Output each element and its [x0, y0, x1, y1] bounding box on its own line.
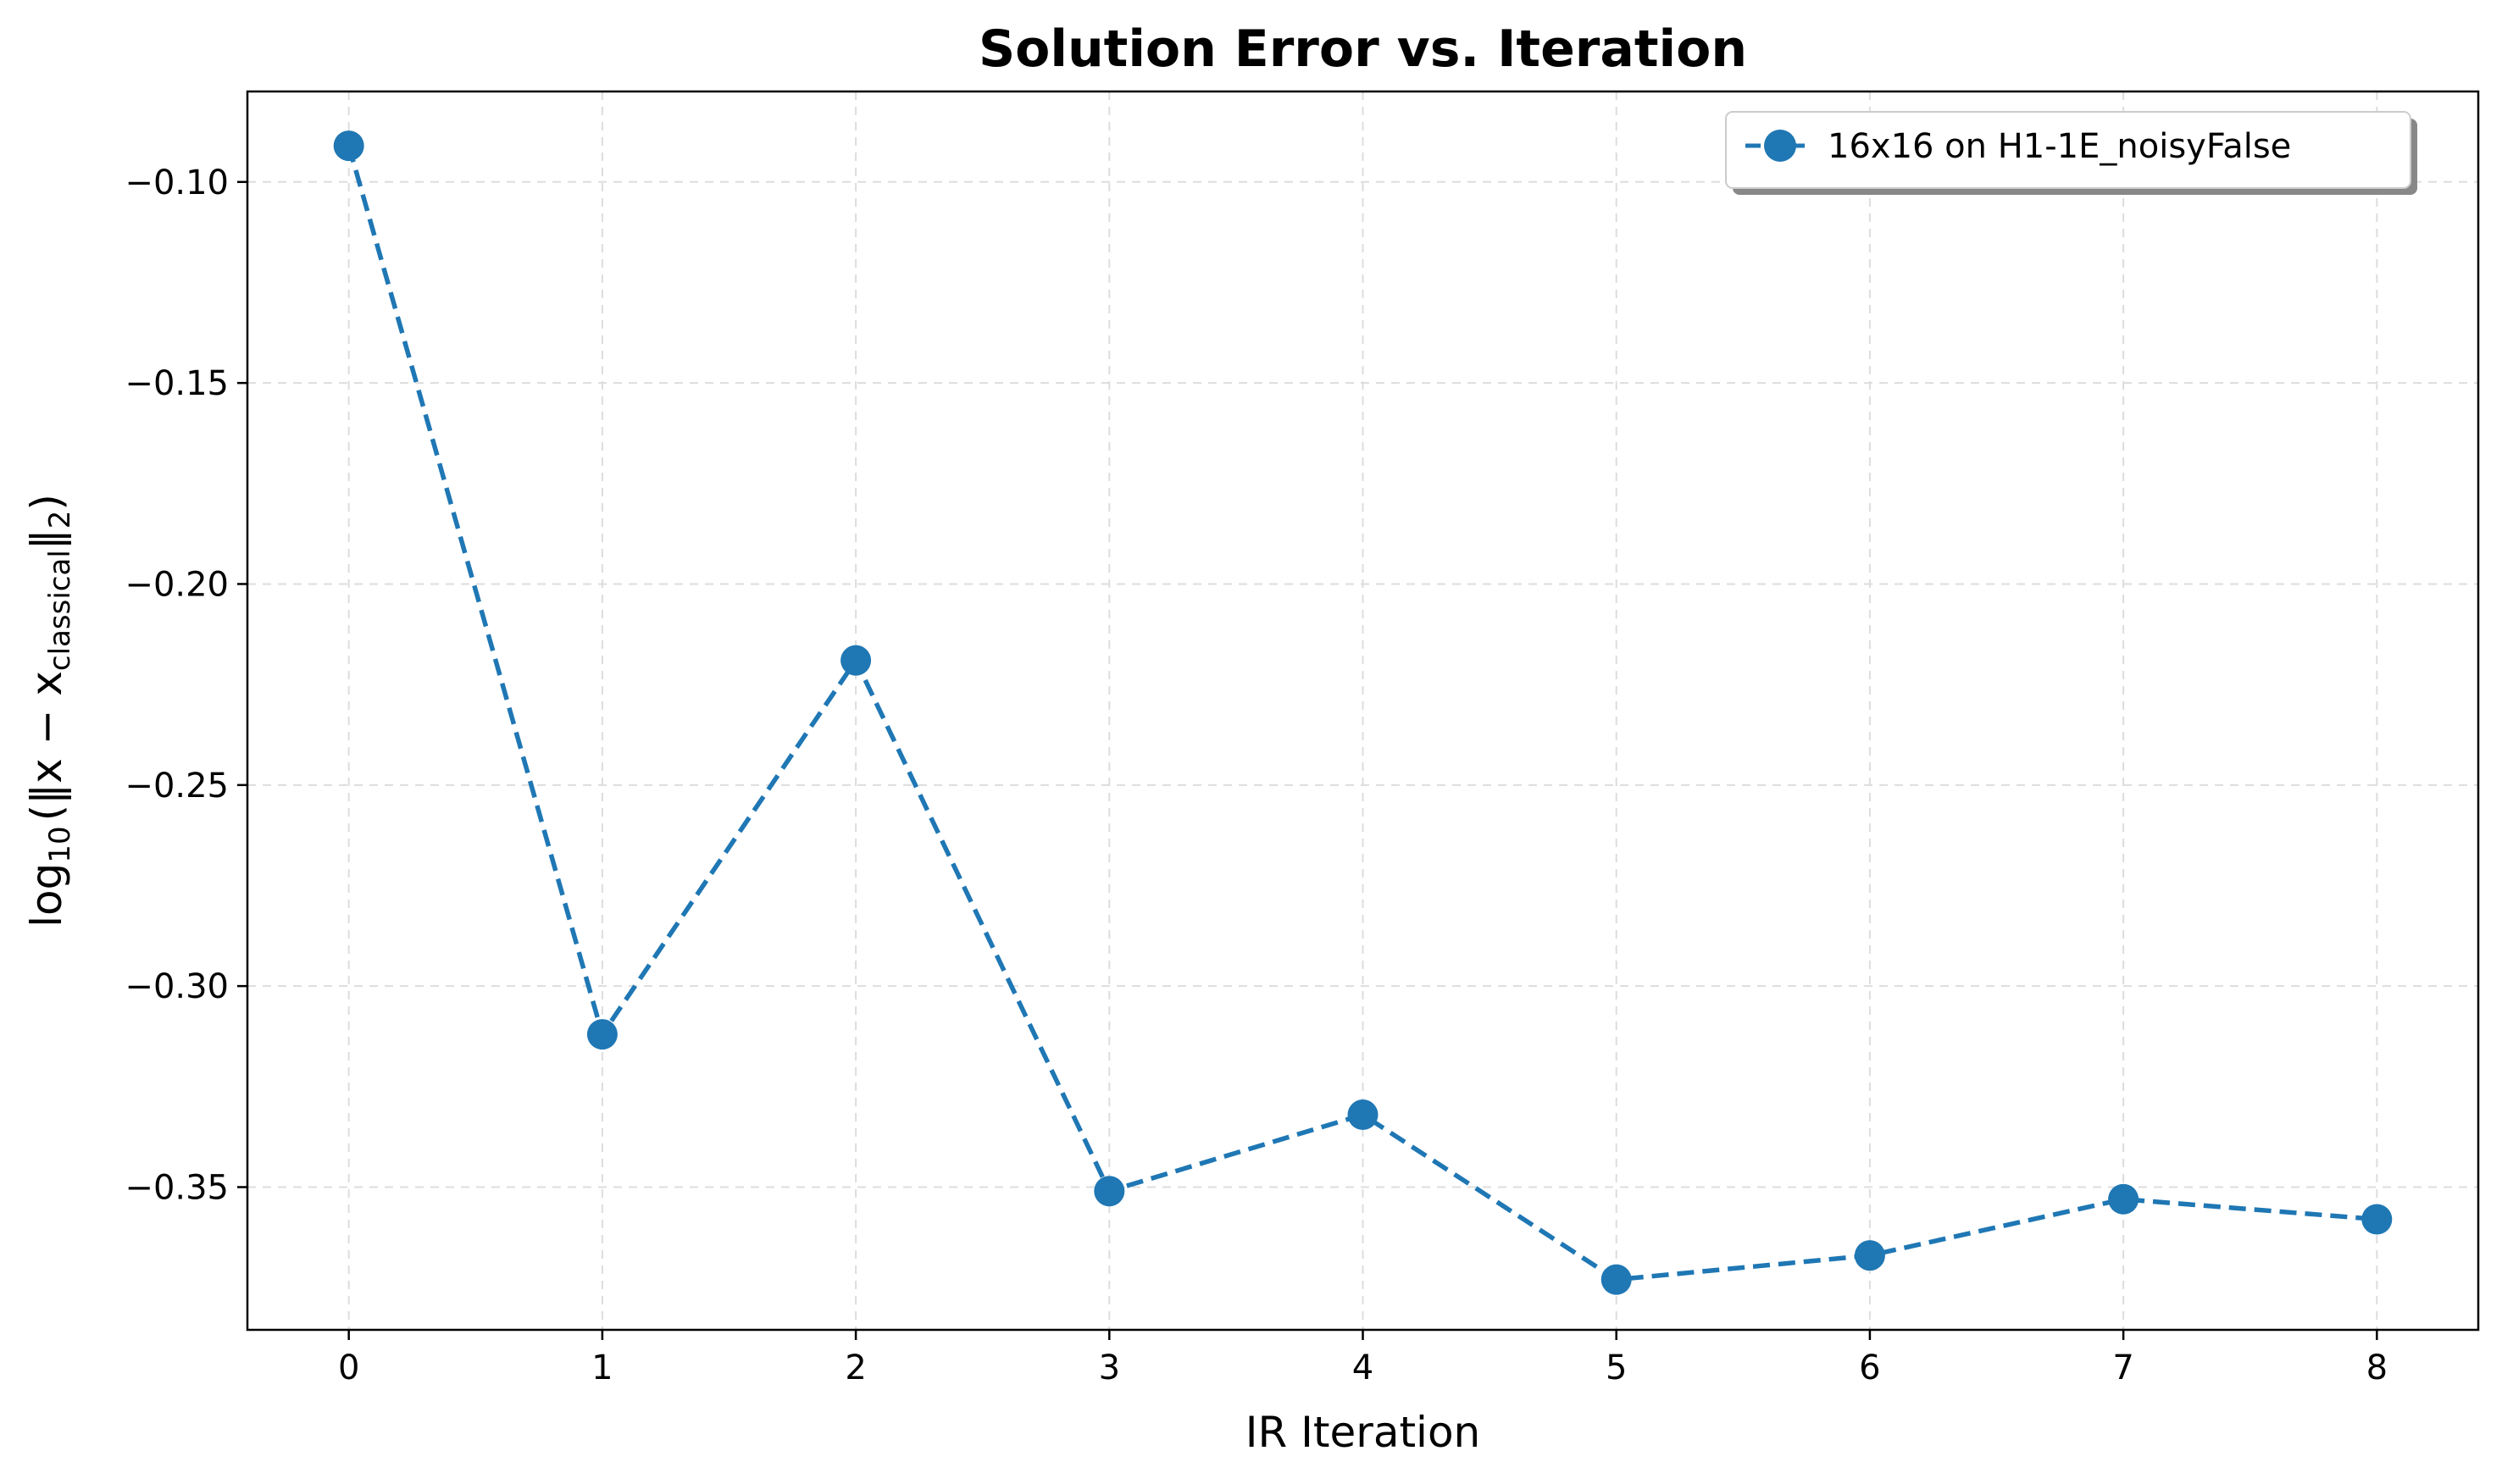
y-label-norm-sub: 2 [43, 511, 77, 529]
x-tick-label: 7 [2112, 1348, 2133, 1387]
y-label-open: (‖x − x [22, 671, 71, 821]
y-tick-label: −0.15 [125, 364, 229, 403]
y-label-norm: ‖ [22, 529, 71, 550]
y-label-log-sub: 10 [43, 826, 77, 862]
data-point [1601, 1264, 1632, 1295]
data-point [1094, 1176, 1125, 1207]
y-tick-label: −0.30 [125, 967, 229, 1006]
x-tick-label: 5 [1606, 1348, 1627, 1387]
data-point [1854, 1240, 1885, 1271]
y-label-x-sub: classical [43, 550, 77, 671]
y-tick-label: −0.35 [125, 1168, 229, 1207]
data-point [2108, 1183, 2139, 1215]
y-tick-label: −0.25 [125, 767, 229, 806]
y-tick-label: −0.10 [125, 163, 229, 202]
y-axis-label: log10 (‖x − xclassical‖2) [22, 494, 77, 928]
x-tick-label: 4 [1352, 1348, 1373, 1387]
chart-title: Solution Error vs. Iteration [979, 19, 1747, 79]
series-layer [333, 130, 2393, 1295]
x-tick-label: 6 [1859, 1348, 1880, 1387]
x-tick-label: 1 [591, 1348, 613, 1387]
y-tick-label: −0.20 [125, 565, 229, 604]
ticks: 0 1 2 3 4 5 6 7 8 −0.10 −0.15 −0.20 −0.25 −0.30 −0.35 [125, 163, 2388, 1387]
x-tick-label: 3 [1099, 1348, 1120, 1387]
data-point [840, 645, 872, 676]
legend-marker [1764, 130, 1796, 162]
y-label-log: log [22, 863, 71, 928]
series-line [347, 145, 2377, 1282]
x-axis-label: IR Iteration [1245, 1408, 1480, 1457]
x-tick-label: 2 [845, 1348, 866, 1387]
data-point [2361, 1204, 2393, 1235]
grid [247, 91, 2478, 1330]
x-tick-label: 8 [2366, 1348, 2388, 1387]
legend-entry-label: 16x16 on H1-1E_noisyFalse [1828, 127, 2291, 166]
legend: 16x16 on H1-1E_noisyFalse [1725, 111, 2417, 195]
data-point [1347, 1099, 1379, 1131]
legend-box [1725, 111, 2411, 189]
y-label-close: ) [22, 494, 71, 511]
data-point [586, 1019, 618, 1050]
data-point [333, 130, 364, 162]
x-tick-label: 0 [338, 1348, 359, 1387]
